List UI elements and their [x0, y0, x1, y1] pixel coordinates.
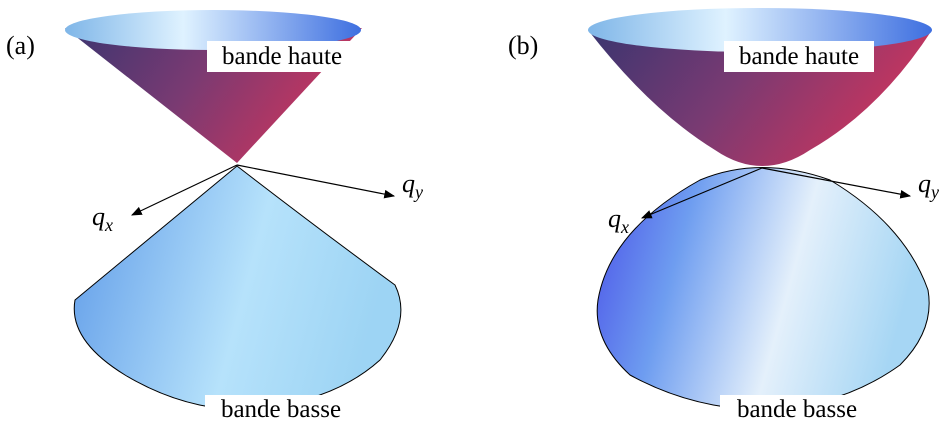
axis-symbol: q: [92, 202, 105, 231]
axis-symbol: q: [918, 169, 931, 198]
axis-label: qy: [918, 169, 939, 202]
lower-cone: [74, 166, 401, 410]
axis-subscript: x: [104, 215, 113, 235]
upper-band-label: bande haute: [222, 43, 342, 70]
axis-label: qx: [92, 202, 113, 235]
axis-subscript: x: [620, 217, 629, 237]
panel-a: (a) qx qy bande haute bande basse: [6, 10, 423, 423]
diagram: (a) qx qy bande haute bande basse (b) qx…: [0, 0, 948, 423]
panel-label: (a): [6, 31, 35, 60]
lower-band-label: bande basse: [737, 396, 857, 423]
axis-label: qy: [402, 169, 423, 202]
axis-label: qx: [608, 204, 629, 237]
axis-symbol: q: [608, 204, 621, 233]
lower-paraboloid: [597, 168, 929, 411]
axis-symbol: q: [402, 169, 415, 198]
lower-band-label: bande basse: [221, 396, 341, 423]
upper-band-label: bande haute: [739, 43, 859, 70]
panel-b: (b) qx qy bande haute bande basse: [508, 8, 939, 423]
panel-label: (b): [508, 31, 538, 60]
axis-subscript: y: [413, 182, 423, 202]
axis-subscript: y: [929, 182, 939, 202]
